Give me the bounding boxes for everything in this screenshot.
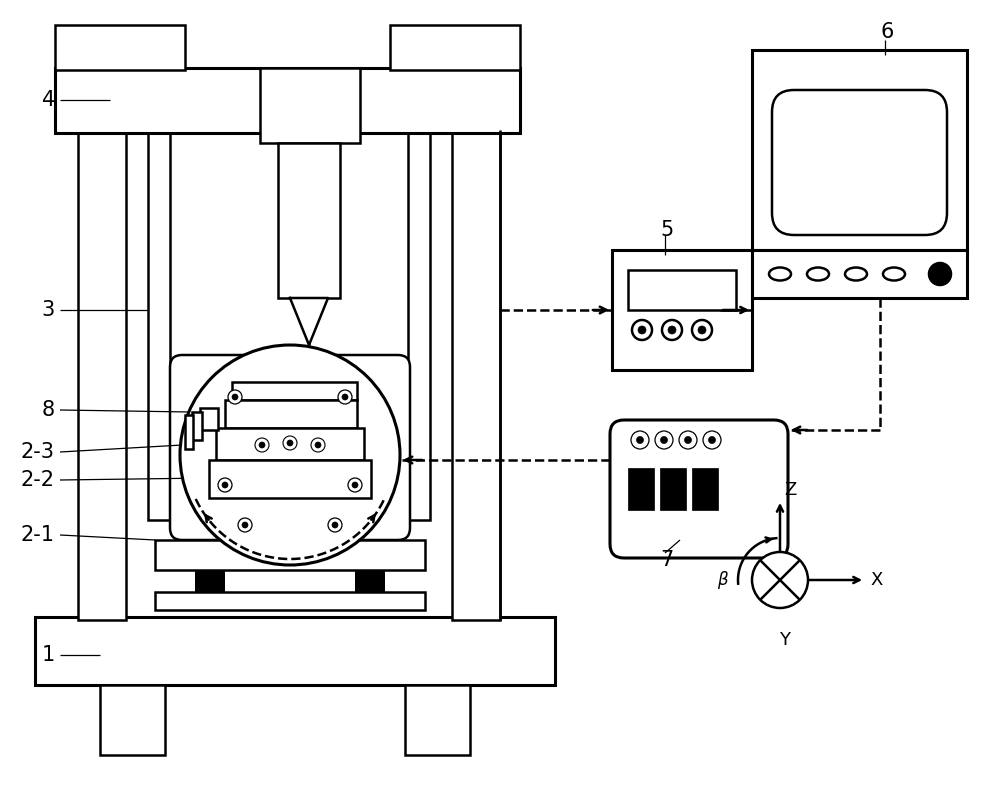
- Bar: [225, 400, 357, 428]
- Bar: [209, 460, 371, 498]
- Text: 5: 5: [660, 220, 673, 240]
- Ellipse shape: [883, 267, 905, 281]
- Circle shape: [692, 320, 712, 340]
- Bar: [405, 685, 470, 755]
- Bar: [752, 250, 967, 298]
- Bar: [628, 468, 654, 510]
- Circle shape: [328, 518, 342, 532]
- Circle shape: [660, 436, 668, 443]
- Circle shape: [679, 431, 697, 449]
- Circle shape: [222, 482, 228, 488]
- Circle shape: [283, 436, 297, 450]
- Circle shape: [638, 326, 646, 334]
- Bar: [195, 570, 225, 592]
- Circle shape: [698, 326, 706, 334]
- Bar: [260, 68, 360, 143]
- Text: 2-3: 2-3: [21, 442, 55, 462]
- Bar: [192, 412, 202, 440]
- FancyBboxPatch shape: [610, 420, 788, 558]
- Text: Z: Z: [784, 481, 796, 499]
- Text: 7: 7: [660, 550, 673, 570]
- Circle shape: [242, 522, 248, 528]
- Bar: [155, 540, 425, 570]
- Circle shape: [655, 431, 673, 449]
- Bar: [278, 143, 340, 298]
- Circle shape: [255, 438, 269, 452]
- Bar: [200, 408, 218, 430]
- Text: 1: 1: [42, 645, 55, 665]
- Bar: [55, 68, 520, 133]
- Bar: [216, 428, 364, 460]
- Text: 8: 8: [42, 400, 55, 420]
- Bar: [78, 130, 126, 620]
- Bar: [452, 130, 500, 620]
- Ellipse shape: [769, 267, 791, 281]
- Bar: [185, 415, 193, 449]
- FancyBboxPatch shape: [170, 355, 410, 540]
- Circle shape: [752, 552, 808, 608]
- Circle shape: [180, 345, 400, 565]
- Bar: [408, 130, 430, 520]
- Text: 3: 3: [42, 300, 55, 320]
- Text: 2-2: 2-2: [21, 470, 55, 490]
- Bar: [692, 468, 718, 510]
- Bar: [35, 617, 555, 685]
- Circle shape: [708, 436, 716, 443]
- Text: X: X: [871, 571, 883, 589]
- Bar: [55, 25, 185, 70]
- Circle shape: [232, 394, 238, 400]
- Bar: [628, 270, 736, 310]
- Circle shape: [315, 442, 321, 448]
- Circle shape: [218, 478, 232, 492]
- Circle shape: [342, 394, 348, 400]
- Circle shape: [929, 263, 951, 285]
- Circle shape: [311, 438, 325, 452]
- Bar: [148, 130, 170, 520]
- FancyBboxPatch shape: [772, 90, 947, 235]
- Bar: [355, 570, 385, 592]
- Circle shape: [228, 390, 242, 404]
- Bar: [752, 50, 967, 250]
- Circle shape: [287, 440, 293, 446]
- Circle shape: [338, 390, 352, 404]
- Text: 2-1: 2-1: [21, 525, 55, 545]
- Polygon shape: [290, 298, 328, 345]
- Bar: [660, 468, 686, 510]
- Bar: [390, 25, 520, 70]
- Text: 4: 4: [42, 90, 55, 110]
- Circle shape: [662, 320, 682, 340]
- Circle shape: [238, 518, 252, 532]
- Circle shape: [684, 436, 692, 443]
- Bar: [232, 382, 357, 400]
- Bar: [612, 250, 752, 370]
- Circle shape: [348, 478, 362, 492]
- Text: 6: 6: [880, 22, 893, 42]
- Ellipse shape: [845, 267, 867, 281]
- Bar: [155, 592, 425, 610]
- Circle shape: [352, 482, 358, 488]
- Circle shape: [632, 320, 652, 340]
- Text: β: β: [717, 571, 727, 589]
- Text: Y: Y: [780, 631, 790, 649]
- Circle shape: [631, 431, 649, 449]
- Ellipse shape: [807, 267, 829, 281]
- Circle shape: [668, 326, 676, 334]
- Circle shape: [703, 431, 721, 449]
- Circle shape: [637, 436, 644, 443]
- Circle shape: [259, 442, 265, 448]
- Bar: [100, 685, 165, 755]
- Circle shape: [332, 522, 338, 528]
